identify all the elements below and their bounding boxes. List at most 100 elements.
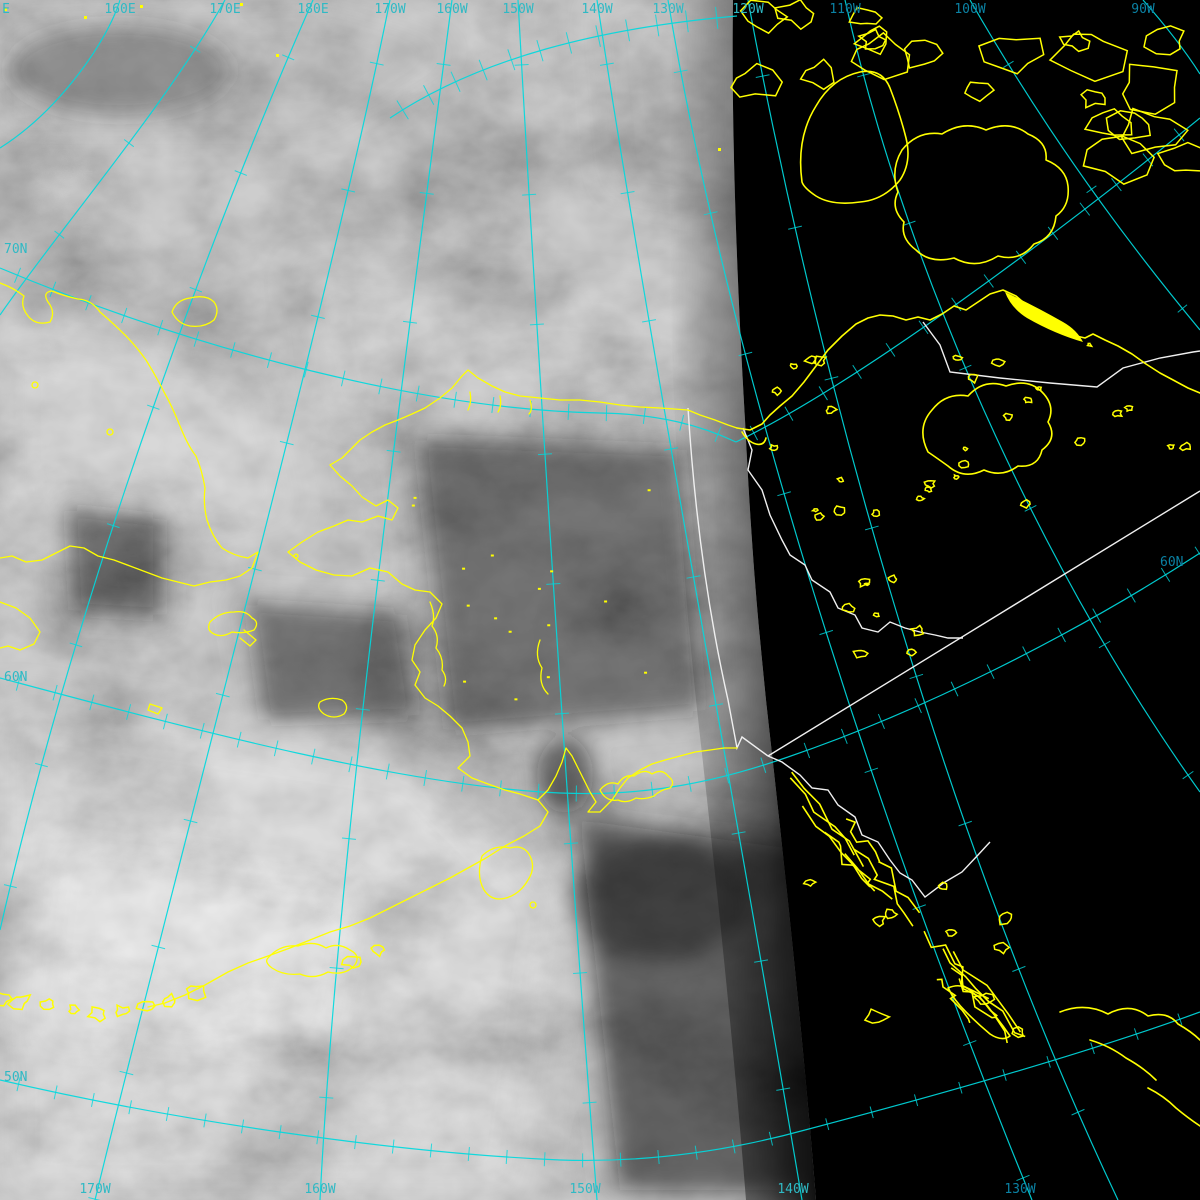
coast-fragment bbox=[1166, 444, 1176, 450]
border-alaska-yukon bbox=[687, 407, 769, 757]
coast-fragment bbox=[887, 574, 898, 584]
coast-fragment bbox=[936, 978, 971, 1024]
coast-victoria-sickle bbox=[1005, 292, 1083, 342]
coast-fragment bbox=[771, 386, 783, 397]
coast-fragment bbox=[6, 993, 32, 1011]
coast-fragment bbox=[845, 818, 881, 863]
coast-fragment bbox=[850, 31, 911, 81]
coast-fragment bbox=[115, 1003, 131, 1018]
coast-fragment bbox=[161, 992, 176, 1008]
coast-fragment bbox=[1105, 110, 1152, 141]
coast-fragment bbox=[67, 1004, 81, 1015]
coast-fragment bbox=[958, 978, 1008, 1044]
coast-canada-arctic-mainland bbox=[736, 289, 1200, 431]
coast-fragment bbox=[810, 508, 820, 513]
coast-fragment bbox=[958, 459, 970, 469]
coast-fragment bbox=[937, 881, 948, 891]
coast-fragment bbox=[802, 878, 818, 888]
coast-fragment bbox=[833, 505, 846, 516]
coast-fragment bbox=[1178, 441, 1191, 452]
coast-specks bbox=[4, 3, 721, 151]
coast-fragment bbox=[135, 1000, 156, 1012]
coast-fragment bbox=[1073, 436, 1086, 447]
coast-fragment bbox=[1143, 25, 1185, 56]
coast-fragment bbox=[923, 930, 990, 1000]
coast-alaska-north bbox=[329, 369, 738, 466]
coast-anadyr bbox=[0, 601, 41, 651]
coastline-overlay-day bbox=[0, 282, 738, 1008]
border-alaska-panhandle bbox=[767, 755, 991, 898]
coast-fragment bbox=[799, 58, 835, 91]
coast-fragment bbox=[906, 648, 918, 657]
coast-victoria-island bbox=[894, 125, 1070, 265]
coast-fragment bbox=[852, 25, 888, 56]
coast-fragment bbox=[909, 624, 925, 637]
border-bc-60n bbox=[767, 490, 1200, 757]
coast-bc-vancouver bbox=[1059, 1006, 1200, 1041]
coast-fragment bbox=[998, 911, 1013, 926]
coast-fragment bbox=[903, 39, 944, 69]
coast-fragment bbox=[878, 860, 921, 914]
coast-fragment bbox=[841, 602, 856, 613]
coast-fragment bbox=[863, 1008, 892, 1024]
coast-fragment bbox=[857, 578, 871, 589]
terminator-shadow bbox=[670, 0, 816, 1200]
coast-fragment bbox=[185, 985, 207, 1002]
coast-fragment bbox=[915, 495, 926, 502]
coast-fragment bbox=[1082, 135, 1155, 185]
coast-cook-inlet-kenai bbox=[537, 747, 738, 813]
river-yukon bbox=[429, 601, 447, 687]
coast-fragment bbox=[857, 28, 887, 50]
coast-fragment bbox=[1156, 141, 1200, 172]
coast-nunivak-island bbox=[318, 697, 348, 718]
coast-chukotka bbox=[0, 282, 259, 587]
border-yukon-nwt bbox=[742, 427, 963, 639]
coast-great-bear-lake bbox=[922, 382, 1053, 475]
coast-fragment bbox=[340, 955, 362, 969]
coast-st-lawrence-island bbox=[208, 610, 258, 637]
coast-fragment bbox=[773, 0, 815, 31]
coast-prince-william-sound bbox=[599, 770, 674, 803]
coast-fragment bbox=[1011, 1025, 1025, 1039]
border-nwt-nunavut bbox=[922, 321, 1200, 388]
coast-fragment bbox=[739, 0, 789, 35]
coast-fragment bbox=[1123, 405, 1134, 413]
coast-fragment bbox=[967, 373, 979, 385]
coast-fragment bbox=[962, 446, 969, 452]
coast-fragment bbox=[1048, 33, 1129, 83]
coast-fragment bbox=[1022, 396, 1033, 404]
coast-mackenzie-delta bbox=[741, 431, 767, 446]
coast-fragment bbox=[1121, 63, 1178, 115]
coast-fragment bbox=[871, 915, 887, 928]
coast-fragment bbox=[1086, 342, 1094, 348]
coast-fragment bbox=[952, 473, 960, 481]
political-borders bbox=[687, 321, 1200, 898]
night-region bbox=[732, 0, 1200, 1200]
river-kuskokwim bbox=[536, 639, 549, 695]
coast-fragment bbox=[944, 929, 958, 937]
coast-fragment bbox=[923, 480, 937, 489]
coast-fragment bbox=[812, 355, 828, 367]
coast-fragment bbox=[768, 443, 779, 452]
coast-fragment bbox=[814, 512, 826, 521]
coast-fragment bbox=[870, 509, 881, 518]
coast-fragment bbox=[977, 37, 1045, 75]
coast-fragment bbox=[730, 62, 784, 98]
coast-fragment bbox=[853, 848, 914, 927]
coast-fragment bbox=[971, 992, 996, 1005]
coast-alaska-west-south bbox=[147, 464, 549, 1008]
coast-fragment bbox=[963, 81, 996, 103]
coast-fragment bbox=[952, 951, 1022, 1033]
coast-fragment bbox=[993, 941, 1011, 955]
coast-fragment bbox=[835, 476, 845, 483]
coast-wrangel-island bbox=[171, 296, 218, 328]
coast-fragment bbox=[1034, 386, 1043, 392]
coast-fragment bbox=[0, 992, 14, 1007]
coast-fragment bbox=[789, 777, 855, 856]
coast-fragment bbox=[1121, 107, 1189, 155]
coast-banks-island bbox=[799, 70, 909, 204]
coast-fragment bbox=[86, 1005, 107, 1023]
